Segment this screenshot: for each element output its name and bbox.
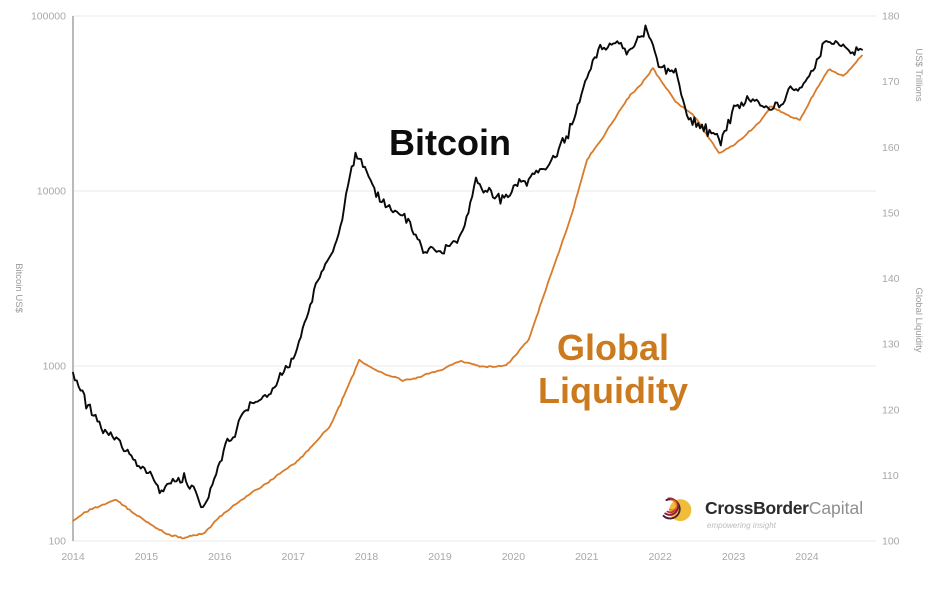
svg-text:100000: 100000 (31, 11, 66, 23)
svg-text:2014: 2014 (61, 551, 85, 563)
svg-text:160: 160 (882, 142, 900, 154)
svg-text:2016: 2016 (208, 551, 232, 563)
svg-text:140: 140 (882, 273, 900, 285)
svg-text:US$ Trillions: US$ Trillions (913, 48, 924, 102)
svg-text:Bitcoin US$: Bitcoin US$ (13, 263, 24, 313)
svg-text:2019: 2019 (428, 551, 452, 563)
svg-text:2015: 2015 (135, 551, 159, 563)
svg-text:130: 130 (882, 339, 900, 351)
svg-text:2021: 2021 (575, 551, 599, 563)
svg-text:Global: Global (557, 327, 669, 368)
svg-text:2017: 2017 (282, 551, 306, 563)
svg-text:1000: 1000 (43, 361, 67, 373)
svg-text:Bitcoin: Bitcoin (389, 122, 511, 163)
svg-text:150: 150 (882, 207, 900, 219)
svg-text:170: 170 (882, 76, 900, 88)
svg-text:110: 110 (882, 470, 899, 482)
svg-text:2020: 2020 (502, 551, 526, 563)
svg-text:2023: 2023 (722, 551, 746, 563)
svg-text:Global Liquidity: Global Liquidity (913, 288, 924, 353)
svg-text:Liquidity: Liquidity (538, 370, 688, 411)
svg-text:2024: 2024 (795, 551, 819, 563)
svg-text:100: 100 (882, 536, 900, 548)
svg-text:120: 120 (882, 404, 900, 416)
svg-text:10000: 10000 (37, 186, 66, 198)
svg-text:2018: 2018 (355, 551, 379, 563)
svg-text:100: 100 (48, 536, 66, 548)
svg-text:2022: 2022 (648, 551, 672, 563)
svg-text:180: 180 (882, 11, 900, 23)
